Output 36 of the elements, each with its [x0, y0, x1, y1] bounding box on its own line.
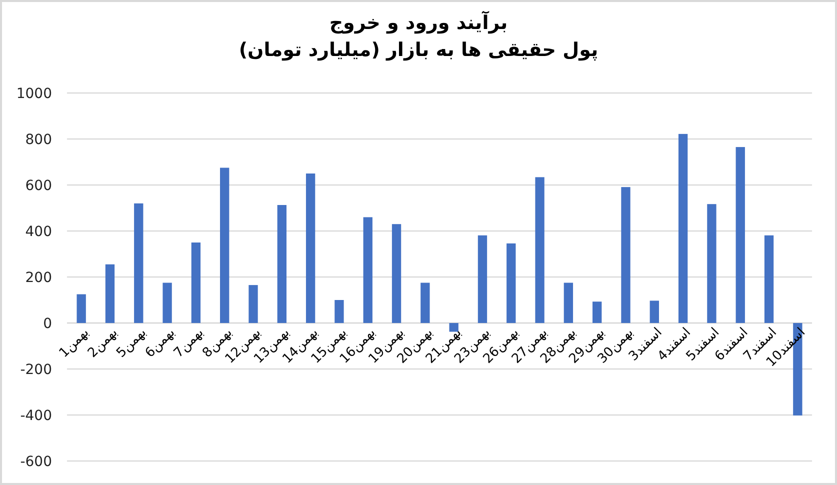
bar — [650, 300, 659, 323]
bar — [220, 168, 230, 323]
bar — [248, 285, 258, 323]
bar — [764, 235, 774, 323]
bar — [449, 323, 458, 332]
bar — [420, 282, 430, 323]
bar — [334, 300, 344, 323]
y-tick-label: 0 — [43, 316, 52, 332]
chart-subtitle: پول حقیقی ها به بازار (میلیارد تومان) — [238, 39, 598, 61]
bar — [162, 282, 172, 323]
bar — [191, 242, 201, 323]
bar — [678, 134, 688, 323]
y-tick-label: 1000 — [16, 86, 52, 102]
bar — [363, 217, 372, 323]
y-tick-label: -600 — [20, 454, 52, 470]
bar — [535, 177, 544, 323]
bar — [277, 205, 286, 323]
bar — [736, 147, 745, 323]
bar — [564, 282, 574, 323]
bar — [76, 294, 86, 323]
bar — [105, 264, 115, 323]
bar — [134, 203, 144, 323]
y-tick-label: 200 — [25, 270, 52, 286]
y-tick-label: -200 — [20, 362, 52, 378]
bar — [306, 174, 316, 323]
bar — [707, 204, 716, 323]
bar — [592, 302, 602, 323]
y-tick-label: -400 — [20, 408, 52, 424]
chart-title: برآیند ورود و خروج — [329, 10, 508, 34]
bar — [478, 235, 488, 323]
y-tick-label: 400 — [25, 224, 52, 240]
y-tick-label: 800 — [25, 132, 52, 148]
bar — [621, 187, 630, 323]
bar — [506, 243, 516, 323]
y-tick-label: 600 — [25, 178, 52, 194]
bar — [392, 224, 402, 323]
